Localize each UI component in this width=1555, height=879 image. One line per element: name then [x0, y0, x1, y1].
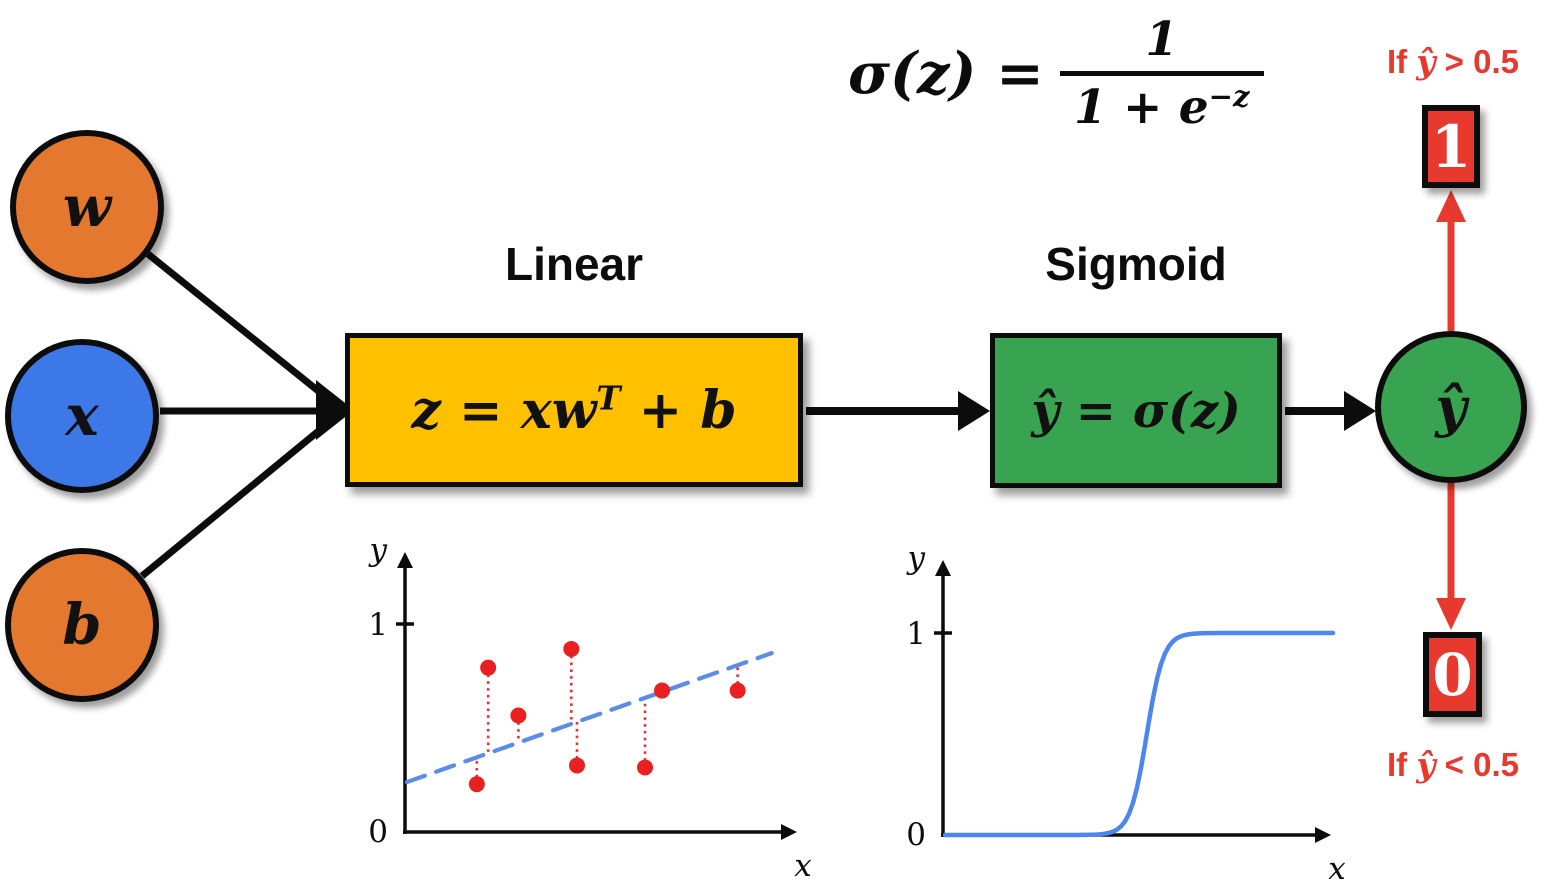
arrow-w-to-linear: [145, 251, 335, 405]
sigmoid-formula: ŷ = σ(z): [1031, 382, 1241, 439]
x-axis-label: x: [794, 848, 812, 879]
input-node-x-label: x: [65, 383, 99, 449]
y-tick-label-one: 1: [906, 616, 926, 652]
input-node-b: b: [5, 548, 159, 702]
arrowhead-output-to-one: [1436, 190, 1466, 222]
scatter-point: [637, 759, 654, 776]
sigma-formula-fraction: 1 1 + e−z: [1059, 12, 1264, 135]
output-node-yhat-label: ŷ: [1435, 375, 1467, 439]
linear-residuals-plot: y x 1 0: [367, 532, 812, 879]
scatter-point: [654, 682, 671, 699]
x-axis-arrowhead: [1315, 827, 1331, 843]
yhat-variable: ŷ: [1416, 745, 1436, 784]
fit-line-dashed: [404, 651, 774, 785]
y-tick-label-zero: 0: [906, 817, 926, 853]
decision-output-one-label: 1: [1430, 112, 1472, 181]
scatter-point: [729, 682, 746, 699]
y-axis-arrowhead: [397, 552, 413, 568]
condition-below-threshold: If ŷ < 0.5: [1387, 745, 1519, 784]
sigmoid-stage-box: ŷ = σ(z): [990, 333, 1282, 488]
arrowhead-linear-to-sigmoid: [958, 391, 990, 431]
decision-output-one: 1: [1422, 105, 1480, 188]
decision-output-zero-label: 0: [1432, 640, 1473, 709]
scatter-point: [510, 707, 527, 724]
decision-output-zero: 0: [1423, 632, 1482, 717]
linear-stage-title: Linear: [504, 238, 644, 290]
arrow-b-to-linear: [139, 417, 335, 579]
sigmoid-stage-title: Sigmoid: [1045, 238, 1227, 290]
sigmoid-curve-plot: y x 1 0: [905, 540, 1346, 879]
sigma-formula-numerator: 1: [1145, 12, 1179, 67]
yhat-variable: ŷ: [1416, 42, 1436, 81]
y-axis-label: y: [905, 540, 925, 576]
sigma-formula-lhs: σ(z) =: [848, 40, 1044, 107]
arrowhead-output-to-zero: [1436, 598, 1466, 630]
arrowhead-sigmoid-to-output: [1344, 391, 1376, 431]
y-tick-label-zero: 0: [368, 814, 388, 850]
input-node-w: w: [10, 130, 164, 284]
arrowhead-inputs-to-linear: [316, 380, 354, 440]
input-node-x: x: [5, 339, 159, 493]
y-axis-arrowhead: [935, 560, 951, 576]
input-node-b-label: b: [62, 592, 102, 658]
sigma-definition-formula: σ(z) = 1 1 + e−z: [848, 12, 1264, 135]
output-node-yhat: ŷ: [1375, 331, 1527, 483]
input-node-w-label: w: [62, 174, 112, 240]
scatter-point: [568, 757, 585, 774]
scatter-point: [480, 659, 497, 676]
condition-above-threshold: If ŷ > 0.5: [1387, 42, 1519, 81]
linear-stage-box: z = xwT + b: [345, 333, 803, 487]
sigma-formula-denominator: 1 + e−z: [1059, 71, 1264, 135]
linear-formula: z = xwT + b: [411, 379, 737, 441]
x-axis-label: x: [1328, 851, 1346, 879]
scatter-point: [563, 640, 580, 657]
scatter-point: [468, 776, 485, 793]
y-axis-label: y: [367, 532, 387, 568]
x-axis-arrowhead: [781, 824, 797, 840]
sigmoid-function-curve: [942, 630, 1336, 838]
y-tick-label-one: 1: [368, 607, 388, 643]
